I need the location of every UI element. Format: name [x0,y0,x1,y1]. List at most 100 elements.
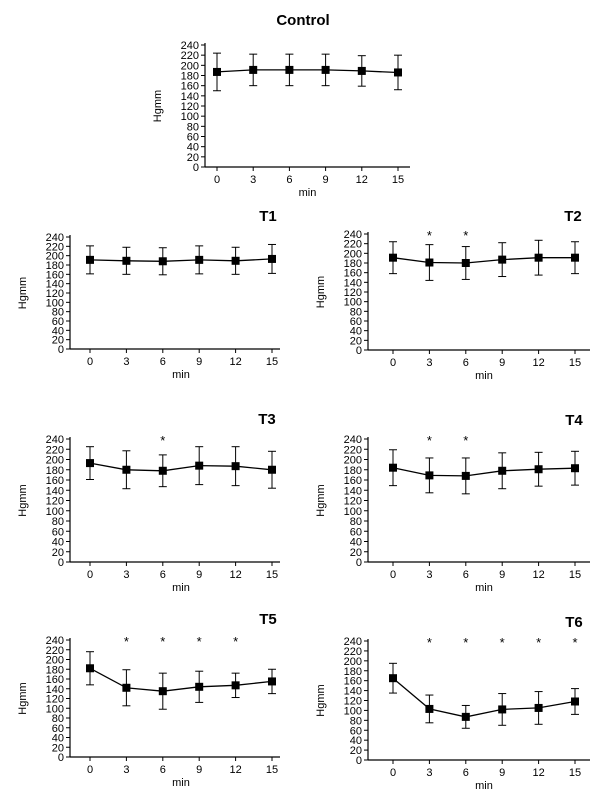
y-axis-title: Hgmm [152,90,164,122]
y-tick-label: 0 [58,557,64,569]
y-tick-label: 80 [350,306,362,318]
x-tick-label: 9 [499,357,505,369]
data-point [394,68,402,77]
y-tick-label: 200 [344,656,362,668]
y-tick-label: 180 [181,71,199,83]
significance-mark: * [463,635,468,650]
y-tick-label: 100 [46,703,64,715]
data-point [389,674,397,683]
data-point [86,255,94,264]
data-point [571,253,579,262]
y-tick-label: 200 [46,455,64,467]
significance-mark: * [427,433,432,448]
y-tick-label: 240 [46,635,64,647]
y-tick-label: 80 [52,516,64,528]
x-tick-label: 12 [356,174,368,186]
y-tick-label: 100 [181,111,199,123]
x-axis-title: min [475,370,493,382]
y-axis-title: Hgmm [17,682,29,714]
x-tick-label: 3 [250,174,256,186]
y-tick-label: 220 [46,645,64,657]
y-tick-label: 160 [181,81,199,93]
x-tick-label: 12 [532,767,544,779]
data-point [231,256,240,265]
y-tick-label: 80 [187,121,199,133]
y-tick-label: 60 [52,526,64,538]
x-tick-label: 9 [499,767,505,779]
y-tick-label: 80 [350,516,362,528]
series-line [89,462,273,472]
x-tick-label: 15 [266,356,278,368]
x-tick-label: 6 [160,764,166,776]
x-tick-label: 0 [390,569,396,581]
y-tick-label: 120 [181,101,199,113]
y-tick-label: 120 [344,496,362,508]
data-point [231,681,240,690]
data-point [498,705,507,714]
y-tick-label: 200 [181,60,199,72]
x-tick-label: 3 [426,767,432,779]
x-tick-label: 12 [532,357,544,369]
y-tick-label: 20 [350,335,362,347]
significance-mark: * [536,635,541,650]
x-tick-label: 12 [229,356,241,368]
panel-title: T6 [565,614,583,631]
significance-mark: * [233,634,238,649]
y-tick-label: 180 [46,260,64,272]
y-tick-label: 120 [46,496,64,508]
x-tick-label: 0 [390,357,396,369]
data-point [268,677,276,686]
x-tick-label: 6 [463,767,469,779]
x-tick-label: 12 [229,764,241,776]
x-tick-label: 9 [323,174,329,186]
panel-title: T1 [259,208,277,225]
y-tick-label: 0 [58,752,64,764]
significance-mark: * [197,634,202,649]
y-tick-label: 40 [187,142,199,154]
significance-mark: * [427,635,432,650]
data-point [461,471,470,480]
y-axis-title: Hgmm [315,276,327,308]
x-tick-label: 0 [87,356,93,368]
y-tick-label: 0 [193,162,199,174]
significance-mark: * [572,635,577,650]
y-tick-label: 140 [344,686,362,698]
data-point [158,687,167,696]
y-tick-label: 120 [344,696,362,708]
x-axis-title: min [475,582,493,594]
panel-title: T5 [259,611,277,628]
data-point [571,697,579,706]
x-tick-label: 3 [123,764,129,776]
x-tick-label: 9 [196,764,202,776]
panel-title: Control [276,12,329,29]
y-tick-label: 100 [46,506,64,518]
y-tick-label: 100 [344,297,362,309]
y-tick-label: 140 [46,684,64,696]
y-tick-label: 100 [46,297,64,309]
x-axis-title: min [172,582,190,594]
chart-panel: Control020406080100120140160180200220240… [152,12,410,199]
data-point [86,664,94,673]
x-tick-label: 3 [426,357,432,369]
x-tick-label: 6 [463,569,469,581]
y-tick-label: 180 [344,666,362,678]
data-point [213,67,221,76]
y-tick-label: 40 [52,733,64,745]
x-axis-title: min [475,780,493,792]
y-tick-label: 60 [187,132,199,144]
y-tick-label: 100 [344,705,362,717]
data-point [195,682,204,691]
y-tick-label: 80 [52,713,64,725]
data-point [389,253,397,262]
y-tick-label: 140 [46,485,64,497]
y-tick-label: 180 [46,664,64,676]
data-point [461,712,470,721]
x-tick-label: 9 [499,569,505,581]
panel-title: T4 [565,412,583,429]
y-tick-label: 220 [344,646,362,658]
data-point [425,704,434,713]
panel-title: T2 [564,208,582,225]
